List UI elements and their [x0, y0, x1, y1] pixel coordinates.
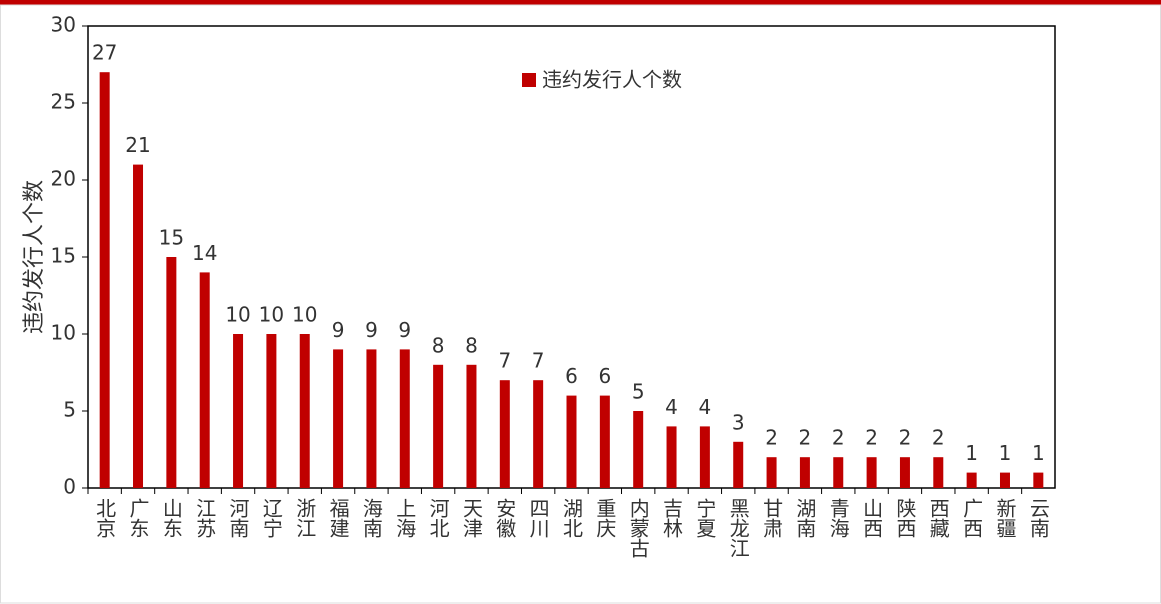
x-tick-label: 重庆	[593, 498, 617, 538]
x-tick-label: 天津	[459, 498, 483, 538]
bar	[866, 457, 877, 488]
x-tick-label: 北京	[93, 498, 117, 538]
bar	[99, 72, 110, 488]
x-tick-label: 广西	[960, 498, 984, 538]
bar	[133, 164, 144, 488]
bar	[733, 441, 744, 488]
bar	[399, 349, 410, 488]
y-tick-label: 0	[63, 475, 76, 499]
value-label: 2	[865, 426, 878, 450]
bar	[433, 364, 444, 488]
y-tick-label: 25	[51, 90, 76, 114]
bar	[499, 380, 510, 488]
value-label: 27	[92, 41, 117, 65]
x-tick-label: 四川	[526, 498, 550, 538]
bar	[466, 364, 477, 488]
value-label: 9	[365, 318, 378, 342]
y-tick-label: 20	[51, 167, 76, 191]
y-tick-label: 5	[63, 398, 76, 422]
x-tick-label: 江苏	[193, 498, 217, 538]
bar	[799, 457, 810, 488]
x-tick-label: 青海	[826, 498, 850, 538]
value-label: 10	[292, 303, 317, 327]
value-label: 4	[699, 395, 712, 419]
value-label: 7	[498, 349, 511, 373]
bar	[833, 457, 844, 488]
x-tick-label: 海南	[359, 498, 383, 538]
bar	[233, 334, 244, 488]
value-label: 7	[532, 349, 545, 373]
x-tick-label: 山东	[159, 498, 183, 538]
bar	[766, 457, 777, 488]
bar	[899, 457, 910, 488]
x-tick-label: 西藏	[926, 498, 950, 538]
value-label: 6	[598, 364, 611, 388]
value-label: 9	[398, 318, 411, 342]
y-tick-label: 30	[51, 13, 76, 37]
value-label: 15	[159, 226, 184, 250]
value-label: 2	[899, 426, 912, 450]
value-label: 2	[932, 426, 945, 450]
x-tick-label: 河北	[426, 498, 450, 538]
value-label: 2	[765, 426, 778, 450]
x-tick-label: 广东	[126, 498, 150, 538]
bar	[533, 380, 544, 488]
value-label: 8	[432, 333, 445, 357]
value-label: 4	[665, 395, 678, 419]
y-tick-label: 10	[51, 321, 76, 345]
x-tick-label: 宁夏	[693, 498, 717, 538]
value-label: 1	[965, 441, 978, 465]
value-label: 9	[332, 318, 345, 342]
bar	[633, 411, 644, 488]
y-axis-label: 违约发行人个数	[22, 180, 47, 334]
value-label: 1	[1032, 441, 1045, 465]
value-label: 2	[832, 426, 845, 450]
x-tick-label: 湖南	[793, 498, 817, 538]
value-label: 10	[259, 303, 284, 327]
x-tick-label: 黑龙江	[726, 498, 750, 558]
bar	[666, 426, 677, 488]
bar	[199, 272, 210, 488]
bar	[299, 334, 310, 488]
x-tick-label: 新疆	[993, 498, 1017, 538]
x-tick-label: 河南	[226, 498, 250, 538]
x-tick-label: 湖北	[560, 498, 584, 538]
value-label: 3	[732, 410, 745, 434]
x-tick-label: 上海	[393, 498, 417, 538]
x-tick-label: 内蒙古	[626, 498, 650, 558]
bar	[999, 472, 1010, 488]
bar	[366, 349, 377, 488]
value-label: 21	[125, 133, 150, 157]
value-label: 5	[632, 380, 645, 404]
bar	[599, 395, 610, 488]
bar	[166, 257, 177, 488]
x-tick-label: 辽宁	[259, 498, 283, 538]
value-label: 1	[999, 441, 1012, 465]
bar	[966, 472, 977, 488]
legend-label: 违约发行人个数	[542, 68, 682, 92]
top-border	[0, 0, 1161, 5]
x-tick-label: 陕西	[893, 498, 917, 538]
bar	[933, 457, 944, 488]
bar	[699, 426, 710, 488]
value-label: 8	[465, 333, 478, 357]
bar	[566, 395, 577, 488]
legend-swatch	[522, 73, 536, 87]
y-tick-label: 15	[51, 244, 76, 268]
x-tick-label: 浙江	[293, 498, 317, 538]
value-label: 14	[192, 241, 217, 265]
bar	[1033, 472, 1044, 488]
x-tick-label: 甘肃	[760, 498, 784, 538]
bar	[266, 334, 277, 488]
value-label: 2	[799, 426, 812, 450]
x-tick-label: 安徽	[493, 498, 517, 538]
x-tick-label: 福建	[326, 498, 350, 538]
value-label: 6	[565, 364, 578, 388]
bar	[333, 349, 344, 488]
x-tick-label: 吉林	[660, 498, 684, 538]
x-tick-label: 山西	[860, 498, 884, 538]
value-label: 10	[225, 303, 250, 327]
x-tick-label: 云南	[1026, 498, 1050, 538]
